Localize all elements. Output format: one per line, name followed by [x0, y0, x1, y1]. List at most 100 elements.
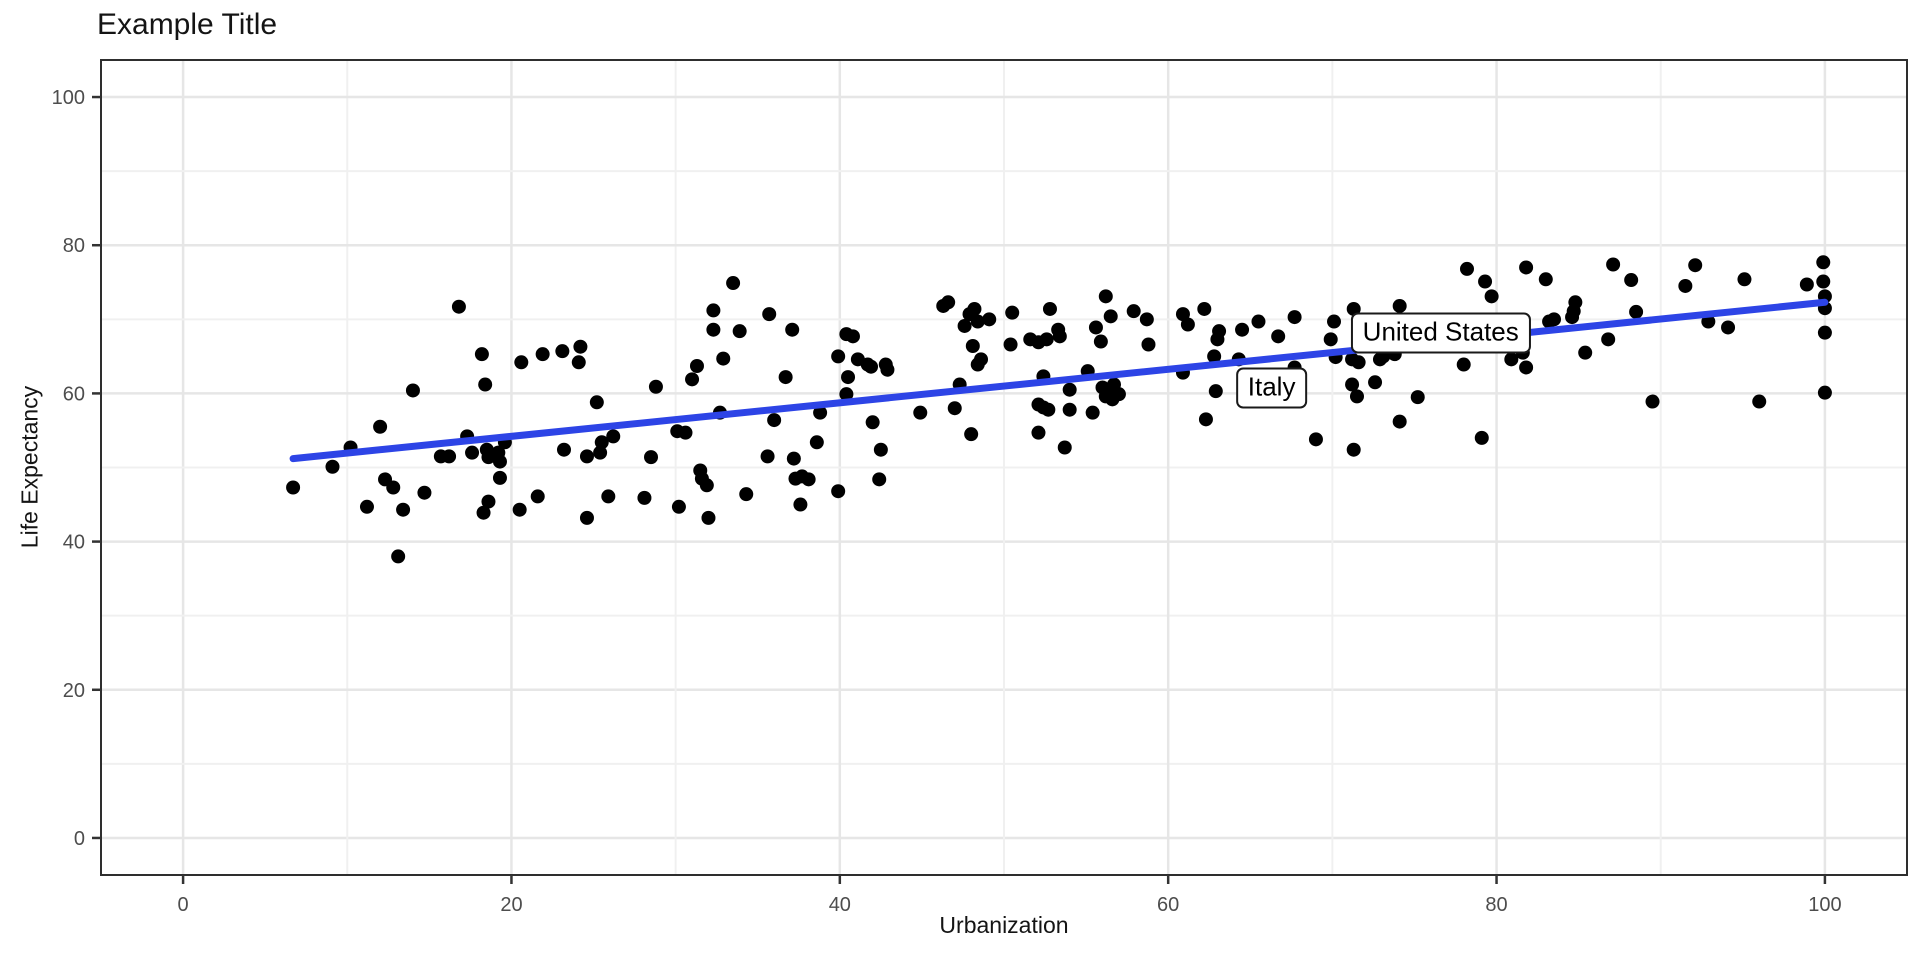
data-point	[701, 510, 716, 525]
data-point	[786, 451, 801, 466]
data-point	[970, 314, 985, 329]
data-point	[957, 318, 972, 333]
data-point	[964, 427, 979, 442]
y-tick-label-80: 80	[63, 235, 85, 257]
data-point	[530, 489, 545, 504]
data-point	[1752, 394, 1767, 409]
data-point	[589, 395, 604, 410]
annotation-united-states: United States	[1350, 312, 1531, 354]
data-point	[535, 347, 550, 362]
data-point	[451, 299, 466, 314]
annotation-italy: Italy	[1235, 367, 1308, 409]
data-point	[1519, 260, 1534, 275]
data-point	[1484, 289, 1499, 304]
data-point	[865, 415, 880, 430]
data-point	[1456, 357, 1471, 372]
data-point	[1175, 307, 1190, 322]
data-point	[1678, 278, 1693, 293]
data-point	[965, 338, 980, 353]
data-point	[325, 459, 340, 474]
y-tick-label-0: 0	[74, 828, 85, 850]
data-point	[974, 352, 989, 367]
data-point	[671, 499, 686, 514]
data-point	[1062, 382, 1077, 397]
data-point	[476, 505, 491, 520]
data-point	[1180, 317, 1195, 332]
data-point	[556, 442, 571, 457]
data-point	[831, 349, 846, 364]
data-point	[1606, 257, 1621, 272]
data-point	[648, 379, 663, 394]
data-point	[1235, 322, 1250, 337]
data-point	[678, 425, 693, 440]
data-point	[1052, 329, 1067, 344]
data-point	[1474, 430, 1489, 445]
data-point	[442, 449, 457, 464]
y-tick-label-100: 100	[52, 87, 85, 109]
chart-title: Example Title	[97, 8, 278, 41]
data-point	[1392, 298, 1407, 313]
data-point	[1098, 289, 1113, 304]
data-point	[1041, 402, 1056, 417]
data-point	[644, 450, 659, 465]
data-point	[1737, 272, 1752, 287]
x-tick-label-0: 0	[178, 894, 189, 916]
data-point	[1547, 312, 1562, 327]
data-point	[492, 454, 507, 469]
x-tick-label-20: 20	[500, 894, 522, 916]
data-point	[1031, 425, 1046, 440]
x-tick-label-80: 80	[1485, 894, 1507, 916]
data-point	[726, 276, 741, 291]
data-point	[845, 329, 860, 344]
data-point	[913, 405, 928, 420]
x-axis-title: Urbanization	[939, 912, 1069, 938]
data-point	[1198, 412, 1213, 427]
data-point	[1093, 334, 1108, 349]
data-point	[1578, 345, 1593, 360]
data-point	[286, 480, 301, 495]
data-point	[512, 502, 527, 517]
data-point	[1197, 301, 1212, 316]
data-point	[1721, 320, 1736, 335]
data-point	[778, 370, 793, 385]
data-point	[706, 303, 721, 318]
data-point	[1287, 310, 1302, 325]
data-point	[1504, 352, 1519, 367]
data-point	[785, 322, 800, 337]
data-point	[492, 470, 507, 485]
data-point	[1207, 349, 1222, 364]
data-point	[841, 370, 856, 385]
data-point	[1568, 295, 1583, 310]
data-point	[478, 377, 493, 392]
data-point	[1003, 337, 1018, 352]
data-point	[880, 362, 895, 377]
data-point	[555, 344, 570, 359]
data-point	[716, 351, 731, 366]
y-tick-label-40: 40	[63, 532, 85, 554]
data-point	[1519, 360, 1534, 375]
data-point	[1126, 304, 1141, 319]
y-tick-label-20: 20	[63, 680, 85, 702]
data-point	[481, 494, 496, 509]
data-point	[1251, 314, 1266, 329]
data-point	[1208, 384, 1223, 399]
data-point	[941, 295, 956, 310]
panel-border	[100, 59, 1908, 876]
data-point	[872, 472, 887, 487]
data-point	[1346, 442, 1361, 457]
data-point	[839, 387, 854, 402]
x-tick-label-40: 40	[829, 894, 851, 916]
data-point	[391, 549, 406, 564]
data-point	[1039, 332, 1054, 347]
data-point	[1629, 304, 1644, 319]
data-point	[706, 322, 721, 337]
data-point	[1271, 329, 1286, 344]
data-point	[1816, 255, 1831, 270]
data-point	[813, 405, 828, 420]
data-point	[767, 413, 782, 428]
data-point	[685, 372, 700, 387]
data-point	[1349, 389, 1364, 404]
data-point	[689, 358, 704, 373]
data-point	[405, 383, 420, 398]
